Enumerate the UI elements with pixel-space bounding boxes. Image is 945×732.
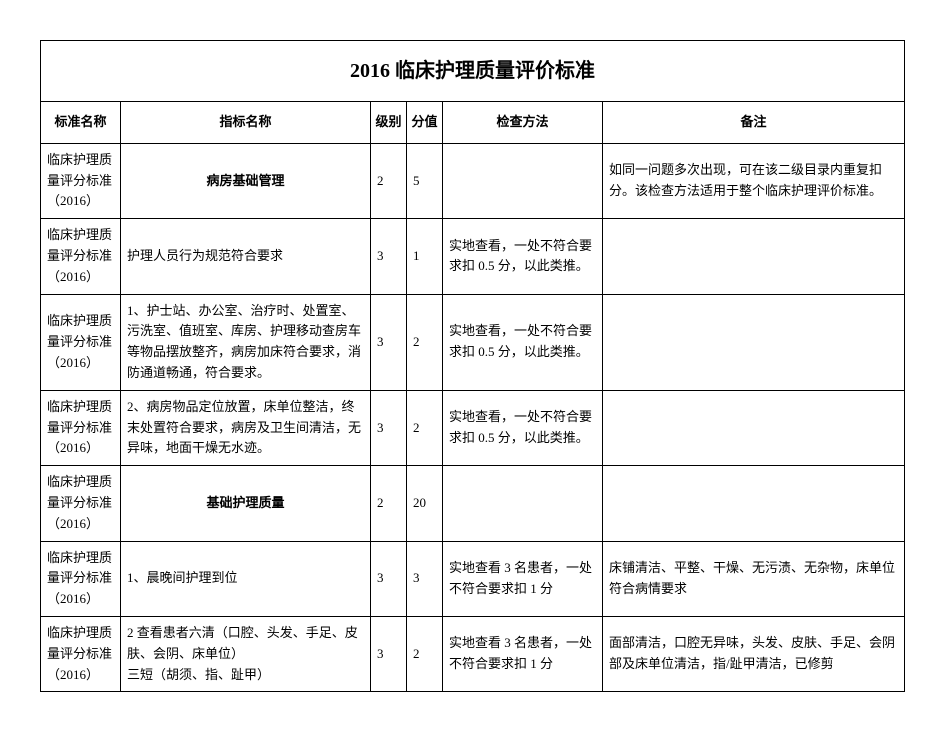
cell-score: 2 <box>407 294 443 390</box>
cell-indicator: 2 查看患者六清（口腔、头发、手足、皮肤、会阴、床单位）三短（胡须、指、趾甲） <box>121 616 371 691</box>
cell-score: 5 <box>407 143 443 218</box>
cell-note <box>603 390 905 465</box>
cell-method: 实地查看，一处不符合要求扣 0.5 分，以此类推。 <box>443 294 603 390</box>
cell-note: 床铺清洁、平整、干燥、无污渍、无杂物，床单位符合病情要求 <box>603 541 905 616</box>
col-method: 检查方法 <box>443 102 603 144</box>
cell-indicator: 基础护理质量 <box>121 466 371 541</box>
cell-level: 2 <box>371 466 407 541</box>
table-row: 临床护理质量评分标准（2016）1、护士站、办公室、治疗时、处置室、污洗室、值班… <box>41 294 905 390</box>
cell-method <box>443 143 603 218</box>
cell-indicator: 2、病房物品定位放置，床单位整洁，终末处置符合要求，病房及卫生间清洁，无异味，地… <box>121 390 371 465</box>
cell-method: 实地查看 3 名患者，一处不符合要求扣 1 分 <box>443 616 603 691</box>
cell-indicator: 护理人员行为规范符合要求 <box>121 219 371 294</box>
cell-level: 3 <box>371 219 407 294</box>
cell-level: 2 <box>371 143 407 218</box>
header-row: 标准名称 指标名称 级别 分值 检查方法 备注 <box>41 102 905 144</box>
cell-score: 3 <box>407 541 443 616</box>
cell-standard-name: 临床护理质量评分标准（2016） <box>41 616 121 691</box>
table-row: 临床护理质量评分标准（2016）病房基础管理25 如同一问题多次出现，可在该二级目… <box>41 143 905 218</box>
cell-score: 2 <box>407 616 443 691</box>
cell-score: 1 <box>407 219 443 294</box>
cell-method: 实地查看，一处不符合要求扣 0.5 分，以此类推。 <box>443 390 603 465</box>
table-row: 临床护理质量评分标准（2016）护理人员行为规范符合要求31实地查看，一处不符合… <box>41 219 905 294</box>
cell-note <box>603 466 905 541</box>
cell-standard-name: 临床护理质量评分标准（2016） <box>41 541 121 616</box>
cell-note: 如同一问题多次出现，可在该二级目录内重复扣分。该检查方法适用于整个临床护理评价标… <box>603 143 905 218</box>
table-row: 临床护理质量评分标准（2016）基础护理质量220 <box>41 466 905 541</box>
cell-indicator: 1、晨晚间护理到位 <box>121 541 371 616</box>
cell-note <box>603 294 905 390</box>
table-row: 临床护理质量评分标准（2016）2 查看患者六清（口腔、头发、手足、皮肤、会阴、… <box>41 616 905 691</box>
cell-standard-name: 临床护理质量评分标准（2016） <box>41 143 121 218</box>
standards-table: 2016 临床护理质量评价标准 标准名称 指标名称 级别 分值 检查方法 备注 … <box>40 40 905 692</box>
table-row: 临床护理质量评分标准（2016）1、晨晚间护理到位33实地查看 3 名患者，一处… <box>41 541 905 616</box>
cell-method <box>443 466 603 541</box>
cell-standard-name: 临床护理质量评分标准（2016） <box>41 466 121 541</box>
table-row: 临床护理质量评分标准（2016）2、病房物品定位放置，床单位整洁，终末处置符合要… <box>41 390 905 465</box>
cell-level: 3 <box>371 541 407 616</box>
col-score: 分值 <box>407 102 443 144</box>
cell-level: 3 <box>371 390 407 465</box>
cell-level: 3 <box>371 294 407 390</box>
cell-score: 20 <box>407 466 443 541</box>
document-page: 2016 临床护理质量评价标准 标准名称 指标名称 级别 分值 检查方法 备注 … <box>40 40 905 692</box>
cell-indicator: 病房基础管理 <box>121 143 371 218</box>
cell-standard-name: 临床护理质量评分标准（2016） <box>41 219 121 294</box>
cell-note <box>603 219 905 294</box>
cell-indicator: 1、护士站、办公室、治疗时、处置室、污洗室、值班室、库房、护理移动查房车等物品摆… <box>121 294 371 390</box>
col-indicator-name: 指标名称 <box>121 102 371 144</box>
cell-method: 实地查看，一处不符合要求扣 0.5 分，以此类推。 <box>443 219 603 294</box>
cell-method: 实地查看 3 名患者，一处不符合要求扣 1 分 <box>443 541 603 616</box>
col-note: 备注 <box>603 102 905 144</box>
cell-standard-name: 临床护理质量评分标准（2016） <box>41 294 121 390</box>
cell-standard-name: 临床护理质量评分标准（2016） <box>41 390 121 465</box>
cell-note: 面部清洁，口腔无异味，头发、皮肤、手足、会阴部及床单位清洁，指/趾甲清洁，已修剪 <box>603 616 905 691</box>
table-title: 2016 临床护理质量评价标准 <box>41 41 905 102</box>
col-standard-name: 标准名称 <box>41 102 121 144</box>
cell-level: 3 <box>371 616 407 691</box>
cell-score: 2 <box>407 390 443 465</box>
col-level: 级别 <box>371 102 407 144</box>
